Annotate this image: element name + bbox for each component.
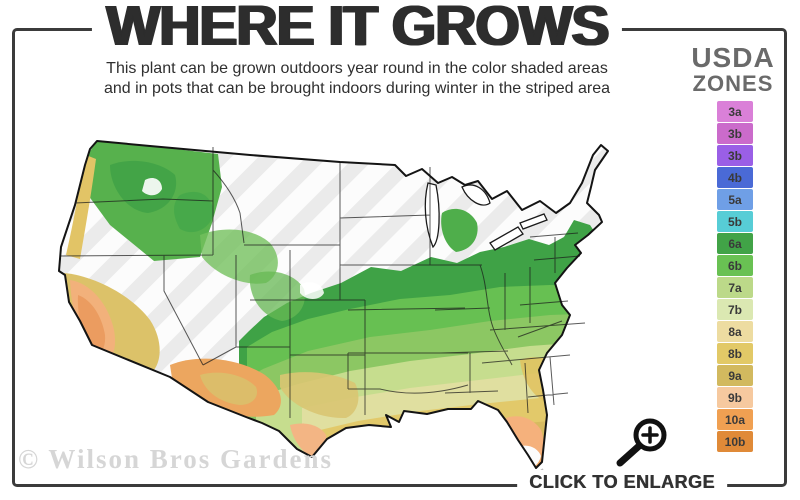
subtitle: This plant can be grown outdoors year ro…: [104, 59, 610, 99]
legend-zone-9a-12: 9a: [717, 365, 753, 386]
legend-zone-7b-9: 7b: [717, 299, 753, 320]
legend-zone-5b-5: 5b: [717, 211, 753, 232]
subtitle-line-2: and in pots that can be brought indoors …: [103, 80, 611, 97]
watermark: © Wilson Bros Gardens: [18, 444, 333, 474]
us-outline: [58, 140, 609, 469]
subtitle-line-1: This plant can be grown outdoors year ro…: [106, 60, 608, 77]
magnifier-plus-icon[interactable]: [612, 410, 680, 472]
page-title: WHERE IT GROWS: [91, 0, 623, 58]
legend-zone-4b-3: 4b: [717, 167, 753, 188]
legend-zone-10a-14: 10a: [717, 409, 753, 430]
legend-zone-3b-1: 3b: [717, 123, 753, 144]
state-borders: [59, 147, 586, 418]
legend-zone-3b-2: 3b: [717, 145, 753, 166]
legend-title-zones: ZONES: [692, 71, 774, 96]
legend-zone-6a-6: 6a: [717, 233, 753, 254]
legend-zone-6b-7: 6b: [717, 255, 753, 276]
us-zone-map[interactable]: [50, 125, 675, 475]
legend-zone-10b-15: 10b: [717, 431, 753, 452]
legend-title: USDA ZONES: [680, 42, 786, 96]
legend-zone-8b-11: 8b: [717, 343, 753, 364]
legend-title-usda: USDA: [691, 42, 775, 73]
click-to-enlarge-button[interactable]: CLICK TO ENLARGE: [517, 470, 727, 494]
legend-zone-3a-0: 3a: [717, 101, 753, 122]
legend-zone-9b-13: 9b: [717, 387, 753, 408]
legend-zones: 3a 3b 3b 4b 5a 5b 6a 6b 7a 7b 8a 8b 9a 9b 10a 10b: [717, 101, 753, 453]
legend-zone-7a-8: 7a: [717, 277, 753, 298]
legend-zone-5a-4: 5a: [717, 189, 753, 210]
great-lakes: [424, 182, 548, 251]
legend-zone-8a-10: 8a: [717, 321, 753, 342]
